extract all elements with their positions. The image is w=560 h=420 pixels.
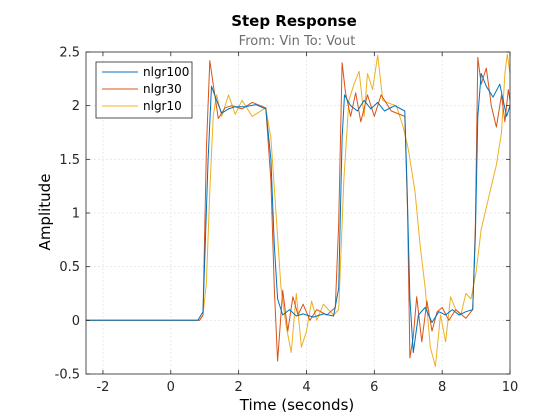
x-tick-label: 8 — [438, 380, 446, 395]
x-tick-label: 2 — [234, 380, 242, 395]
x-tick-label: -2 — [96, 380, 109, 395]
legend[interactable]: nlgr100 nlgr30 nlgr10 — [95, 61, 193, 119]
y-tick-label: 0 — [72, 314, 80, 329]
tick-labels: -2 0 2 4 6 8 10 -0.5 0 0.5 1 1.5 2 2.5 — [55, 46, 519, 396]
tick-marks — [86, 51, 511, 375]
x-tick-label: 0 — [167, 380, 175, 395]
series-lines — [86, 53, 511, 367]
chart-title: Step Response — [231, 12, 357, 30]
legend-label-nlgr30: nlgr30 — [143, 82, 182, 96]
x-tick-label: 6 — [370, 380, 378, 395]
y-tick-label: 2 — [72, 99, 80, 114]
series-line-nlgr100[interactable] — [86, 73, 511, 353]
y-tick-label: 1 — [72, 207, 80, 222]
legend-box — [95, 61, 193, 119]
legend-label-nlgr10: nlgr10 — [143, 99, 182, 113]
x-axis-label: Time (seconds) — [239, 396, 355, 414]
x-tick-label: 10 — [502, 380, 519, 395]
chart-subtitle: From: Vin To: Vout — [239, 34, 356, 49]
series-line-nlgr10[interactable] — [86, 53, 511, 367]
y-axis-label: Amplitude — [36, 174, 54, 251]
y-tick-label: 1.5 — [59, 153, 80, 168]
legend-label-nlgr100: nlgr100 — [143, 65, 189, 79]
y-tick-label: 2.5 — [59, 46, 80, 61]
x-tick-label: 4 — [302, 380, 310, 395]
y-tick-label: 0.5 — [59, 260, 80, 275]
y-tick-label: -0.5 — [55, 368, 80, 383]
